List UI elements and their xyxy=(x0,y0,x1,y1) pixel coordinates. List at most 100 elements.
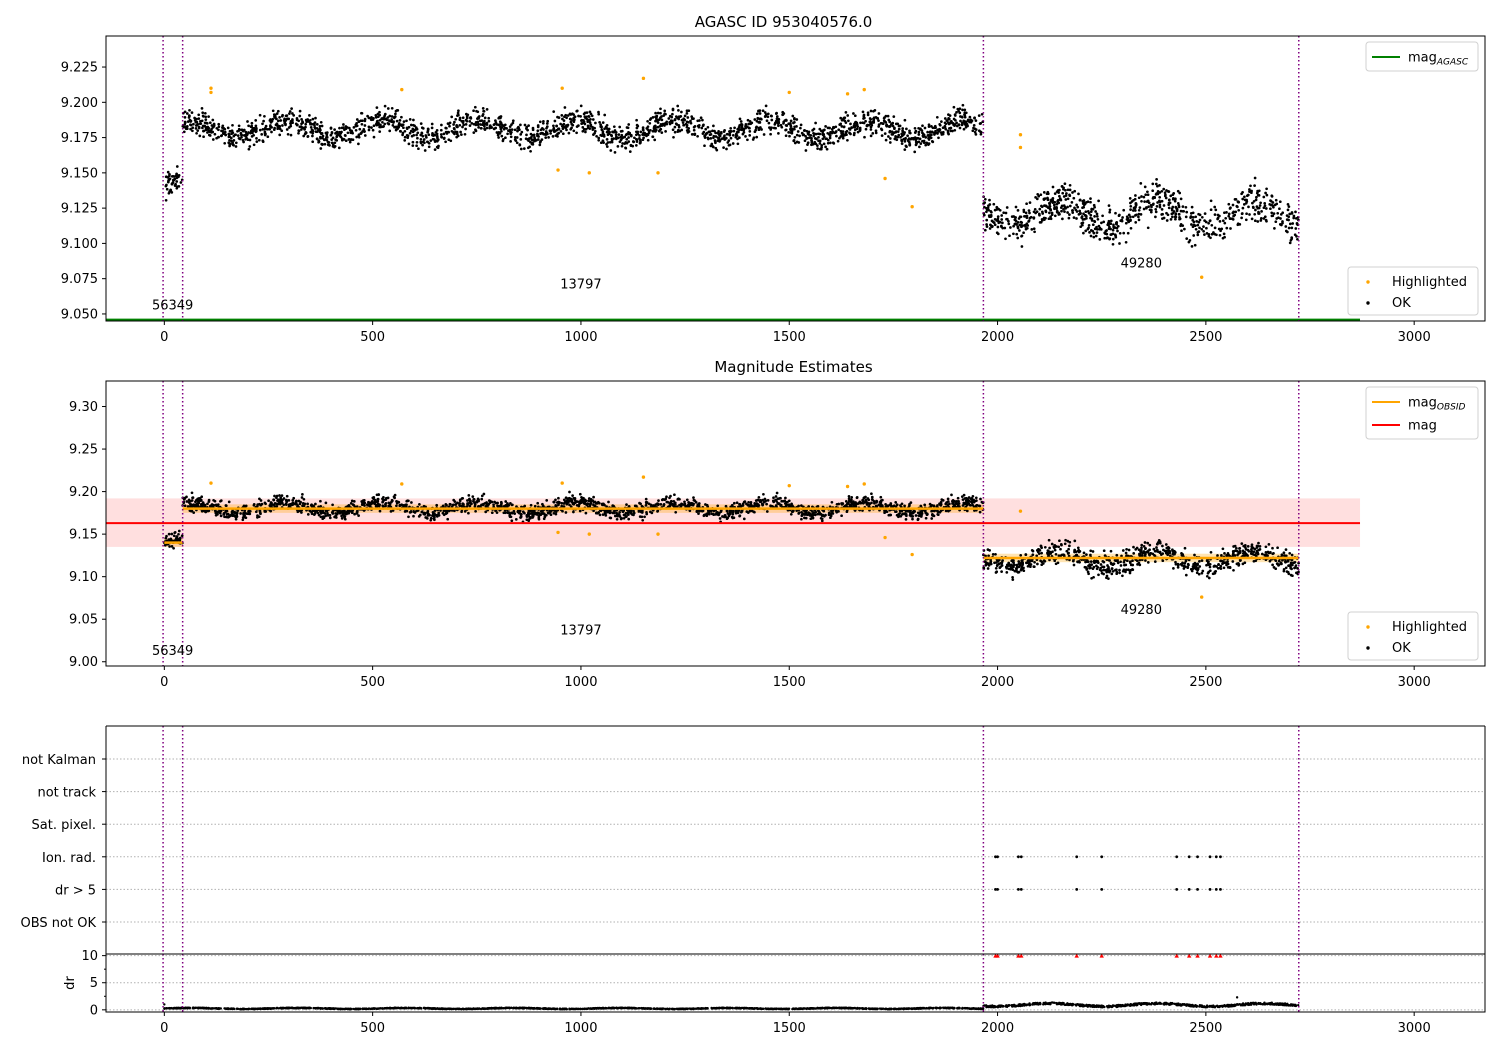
agasc-ok-point xyxy=(966,119,970,123)
magnitude-ok-point xyxy=(665,495,668,499)
agasc-ok-point xyxy=(1200,227,1204,231)
agasc-ok-point xyxy=(1291,222,1295,225)
agasc-ok-point xyxy=(1006,217,1009,221)
agasc-ok-point xyxy=(280,129,284,133)
agasc-ok-point xyxy=(247,124,250,128)
agasc-ok-point xyxy=(304,122,308,126)
magnitude-ok-point xyxy=(788,503,791,507)
agasc-ok-point xyxy=(424,134,428,137)
magnitude-ok-point xyxy=(342,514,346,518)
magnitude-ok-point xyxy=(941,499,945,502)
magnitude-ok-point xyxy=(925,512,929,516)
magnitude-ok-point xyxy=(787,499,791,503)
agasc-ok-point xyxy=(241,138,245,142)
agasc-ok-point xyxy=(735,132,738,136)
agasc-ok-point xyxy=(355,121,358,125)
agasc-ok-point xyxy=(594,121,597,125)
agasc-ok-point xyxy=(933,131,936,135)
agasc-ok-point xyxy=(201,114,205,118)
agasc-ok-point xyxy=(606,141,610,144)
agasc-ok-point xyxy=(988,227,992,230)
agasc-ok-point xyxy=(1208,219,1212,223)
agasc-ok-point xyxy=(269,125,272,129)
agasc-ok-point xyxy=(1171,215,1174,219)
agasc-ok-point xyxy=(862,121,866,125)
agasc-ok-point xyxy=(1073,189,1077,193)
agasc-ok-point xyxy=(475,109,478,113)
agasc-ok-point xyxy=(959,119,962,123)
agasc-ok-point xyxy=(1228,207,1232,210)
agasc-ok-point xyxy=(1000,214,1004,217)
agasc-ok-point xyxy=(862,114,866,118)
agasc-ok-point xyxy=(381,120,384,124)
agasc-ok-point xyxy=(436,139,439,142)
agasc-ok-point xyxy=(291,112,294,115)
agasc-ytick-label: 9.225 xyxy=(61,61,98,76)
magnitude-ok-point xyxy=(757,496,761,499)
agasc-ok-point xyxy=(1158,195,1162,199)
agasc-ok-point xyxy=(1271,201,1275,204)
agasc-highlighted-point xyxy=(656,171,660,175)
agasc-ok-point xyxy=(1146,226,1150,230)
agasc-ok-point xyxy=(315,123,319,126)
agasc-ok-point xyxy=(1250,217,1254,221)
magnitude-ok-point xyxy=(572,510,575,514)
agasc-ok-point xyxy=(495,123,499,126)
magnitude-ok-point xyxy=(718,517,722,520)
agasc-ok-point xyxy=(192,122,195,126)
agasc-ok-point xyxy=(952,105,956,109)
agasc-ok-point xyxy=(175,165,179,168)
agasc-ok-point xyxy=(905,145,908,149)
agasc-ok-point xyxy=(1056,199,1060,203)
agasc-ok-point xyxy=(529,135,533,139)
agasc-ok-point xyxy=(606,133,610,137)
agasc-ok-point xyxy=(913,150,917,154)
magnitude-ok-point xyxy=(811,510,814,513)
agasc-ok-point xyxy=(565,128,568,132)
agasc-ok-point xyxy=(383,122,387,126)
agasc-xtick-label: 1500 xyxy=(773,330,806,345)
agasc-ok-point xyxy=(1095,231,1099,234)
agasc-ok-point xyxy=(702,123,705,127)
agasc-ok-point xyxy=(1169,194,1173,198)
magnitude-ok-point xyxy=(275,494,279,498)
agasc-ok-point xyxy=(516,129,519,133)
magnitude-ok-point xyxy=(405,499,409,503)
agasc-ok-point xyxy=(718,140,721,143)
agasc-ok-point xyxy=(627,132,630,136)
agasc-ok-point xyxy=(1068,194,1072,198)
agasc-ok-point xyxy=(1134,203,1138,206)
agasc-ok-point xyxy=(723,129,726,132)
agasc-ok-point xyxy=(1107,219,1111,223)
magnitude-ok-point xyxy=(513,512,517,515)
agasc-ok-point xyxy=(417,147,420,151)
agasc-ok-point xyxy=(1085,217,1088,220)
agasc-ok-point xyxy=(1077,192,1080,196)
agasc-ok-point xyxy=(382,117,386,121)
agasc-ok-point xyxy=(531,128,535,132)
agasc-ok-point xyxy=(849,132,852,136)
agasc-ok-point xyxy=(1178,215,1181,219)
magnitude-ok-point xyxy=(348,509,352,513)
magnitude-ok-point xyxy=(378,509,382,513)
agasc-ok-point xyxy=(191,126,195,130)
magnitude-ok-point xyxy=(215,510,219,514)
agasc-ok-point xyxy=(1216,217,1219,221)
agasc-ok-point xyxy=(242,134,246,137)
agasc-ok-point xyxy=(830,128,834,131)
agasc-ok-point xyxy=(583,122,587,126)
agasc-ok-point xyxy=(871,120,875,124)
agasc-ok-point xyxy=(289,124,293,128)
agasc-ok-point xyxy=(251,131,254,135)
magnitude-ok-point xyxy=(233,511,237,515)
magnitude-ok-point xyxy=(741,504,745,507)
agasc-ok-point xyxy=(744,135,747,138)
agasc-highlighted-point xyxy=(400,87,404,92)
agasc-ok-point xyxy=(431,134,435,137)
magnitude-ok-point xyxy=(426,510,430,513)
agasc-ok-point xyxy=(633,136,636,140)
agasc-ok-point xyxy=(538,143,542,147)
magnitude-ok-point xyxy=(382,498,386,502)
magnitude-ok-point xyxy=(461,496,465,500)
agasc-ok-point xyxy=(1171,197,1175,200)
